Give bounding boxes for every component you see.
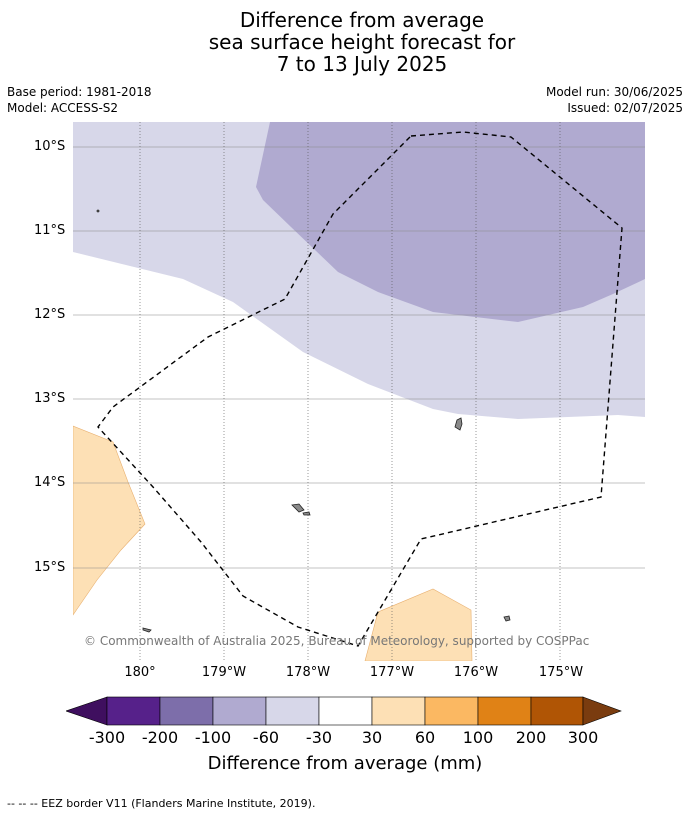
colorbar-tick: 300 [567, 728, 599, 747]
colorbar-tick: -300 [88, 728, 126, 747]
island-central-west [291, 503, 305, 513]
colorbar-tick: -200 [141, 728, 179, 747]
lon-label-180: 180° [124, 665, 156, 680]
colorbar-segment-6 [371, 696, 426, 726]
title-line-3: 7 to 13 July 2025 [276, 52, 448, 76]
colorbar-extend-high [582, 696, 622, 726]
colorbar-segment-8 [477, 696, 532, 726]
model-run: Model run: 30/06/2025 [545, 85, 683, 99]
colorbar-extend-low [66, 696, 108, 726]
colorbar-segment-1 [106, 696, 161, 726]
lon-label-175w: 175°W [538, 665, 584, 680]
lat-label-13s: 13°S [34, 391, 66, 406]
lat-label-11s: 11°S [34, 223, 66, 238]
model-name: Model: ACCESS-S2 [7, 101, 119, 115]
map-svg [73, 122, 645, 661]
base-period: Base period: 1981-2018 [7, 85, 152, 99]
colorbar-segment-4 [265, 696, 320, 726]
lat-label-12s: 12°S [34, 307, 66, 322]
colorbar-segment-2 [159, 696, 214, 726]
anomaly-region-medium-purple [256, 122, 645, 322]
colorbar-tick: 60 [414, 728, 436, 747]
colorbar-tick: 100 [462, 728, 494, 747]
lat-label-10s: 10°S [34, 139, 66, 154]
colorbar [66, 696, 622, 726]
chart-title: Difference from average sea surface heig… [0, 9, 690, 75]
eez-border [97, 131, 623, 647]
colorbar-segment-5 [318, 696, 373, 726]
lon-label-177w: 177°W [369, 665, 415, 680]
map-area [73, 122, 645, 661]
island-south-east [503, 615, 511, 622]
colorbar-tick: 30 [361, 728, 383, 747]
anomaly-region-peach-south [364, 588, 473, 661]
copyright-notice: © Commonwealth of Australia 2025, Bureau… [84, 634, 590, 648]
colorbar-tick: -30 [305, 728, 333, 747]
lat-label-15s: 15°S [34, 560, 66, 575]
lon-label-179w: 179°W [201, 665, 247, 680]
colorbar-tick: 200 [515, 728, 547, 747]
lon-label-176w: 176°W [453, 665, 499, 680]
latitude-gridlines [73, 146, 645, 569]
colorbar-segment-3 [212, 696, 267, 726]
colorbar-tick: -100 [194, 728, 232, 747]
eez-legend-note: -- -- -- EEZ border V11 (Flanders Marine… [7, 797, 316, 810]
issued-date: Issued: 02/07/2025 [567, 101, 683, 115]
lon-label-178w: 178°W [285, 665, 331, 680]
colorbar-label: Difference from average (mm) [207, 753, 483, 774]
colorbar-segment-7 [424, 696, 479, 726]
lat-label-14s: 14°S [34, 475, 66, 490]
colorbar-tick: -60 [252, 728, 280, 747]
title-line-1: Difference from average [239, 8, 485, 32]
title-line-2: sea surface height forecast for [208, 30, 516, 54]
island-south-west [142, 627, 152, 633]
island-central-west-small [302, 511, 311, 516]
islands [96, 209, 511, 633]
island-north-west [96, 209, 100, 213]
meta-left: Base period: 1981-2018 Model: ACCESS-S2 [7, 84, 152, 116]
colorbar-segment-9 [530, 696, 584, 726]
meta-right: Model run: 30/06/2025 Issued: 02/07/2025 [546, 84, 683, 116]
island-north-east [454, 417, 463, 431]
